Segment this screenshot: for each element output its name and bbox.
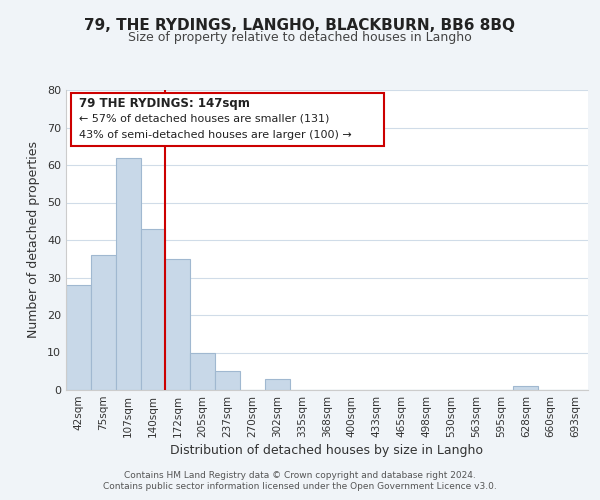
FancyBboxPatch shape <box>71 93 385 146</box>
Bar <box>166 259 190 390</box>
Text: 79 THE RYDINGS: 147sqm: 79 THE RYDINGS: 147sqm <box>79 98 250 110</box>
Text: 43% of semi-detached houses are larger (100) →: 43% of semi-detached houses are larger (… <box>79 130 352 140</box>
Text: ← 57% of detached houses are smaller (131): ← 57% of detached houses are smaller (13… <box>79 114 329 124</box>
Y-axis label: Number of detached properties: Number of detached properties <box>27 142 40 338</box>
Text: Size of property relative to detached houses in Langho: Size of property relative to detached ho… <box>128 31 472 44</box>
Bar <box>140 229 166 390</box>
Bar <box>265 379 290 390</box>
Text: Contains public sector information licensed under the Open Government Licence v3: Contains public sector information licen… <box>103 482 497 491</box>
Bar <box>190 352 215 390</box>
Bar <box>91 255 116 390</box>
X-axis label: Distribution of detached houses by size in Langho: Distribution of detached houses by size … <box>170 444 484 457</box>
Bar <box>215 371 240 390</box>
Bar <box>514 386 538 390</box>
Text: Contains HM Land Registry data © Crown copyright and database right 2024.: Contains HM Land Registry data © Crown c… <box>124 471 476 480</box>
Bar <box>66 285 91 390</box>
Bar <box>116 158 140 390</box>
Text: 79, THE RYDINGS, LANGHO, BLACKBURN, BB6 8BQ: 79, THE RYDINGS, LANGHO, BLACKBURN, BB6 … <box>85 18 515 32</box>
